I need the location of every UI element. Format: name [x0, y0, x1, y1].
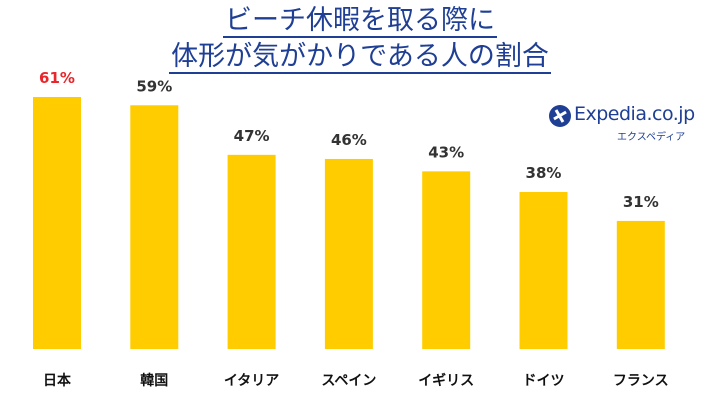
bar-6	[616, 220, 665, 349]
bar-1	[130, 105, 179, 349]
value-label-3: 46%	[331, 131, 367, 149]
category-label-4: イギリス	[418, 372, 474, 389]
category-label-3: スペイン	[321, 373, 376, 389]
value-label-5: 38%	[526, 164, 562, 182]
chart-title-line-1-text: ビーチ休暇を取る際に	[223, 5, 497, 38]
expedia-logo: Expedia.co.jp エクスペディア	[549, 103, 699, 143]
category-label-6: フランス	[613, 373, 669, 389]
logo-sub-text: エクスペディア	[617, 132, 686, 143]
globe-plane-icon	[549, 105, 571, 127]
bar-2	[227, 154, 276, 349]
value-label-1: 59%	[136, 77, 172, 95]
value-label-2: 47%	[234, 127, 270, 145]
logo-brand-text: Expedia.co.jp	[574, 103, 695, 125]
category-label-0: 日本	[43, 372, 72, 389]
bar-4	[422, 171, 471, 349]
bar-5	[519, 192, 568, 349]
value-label-0: 61%	[39, 69, 75, 87]
category-label-2: イタリア	[224, 373, 279, 389]
chart-title-line-2-text: 体形が気がかりである人の割合	[169, 41, 551, 74]
chart-title-line-1: ビーチ休暇を取る際に	[0, 4, 720, 38]
bar-0	[33, 97, 81, 349]
category-label-1: 韓国	[140, 372, 168, 389]
bar-3	[324, 158, 373, 349]
category-label-5: ドイツ	[523, 373, 565, 389]
value-label-6: 31%	[623, 193, 659, 211]
chart-title-line-2: 体形が気がかりである人の割合	[0, 40, 720, 74]
value-label-4: 43%	[428, 143, 464, 161]
